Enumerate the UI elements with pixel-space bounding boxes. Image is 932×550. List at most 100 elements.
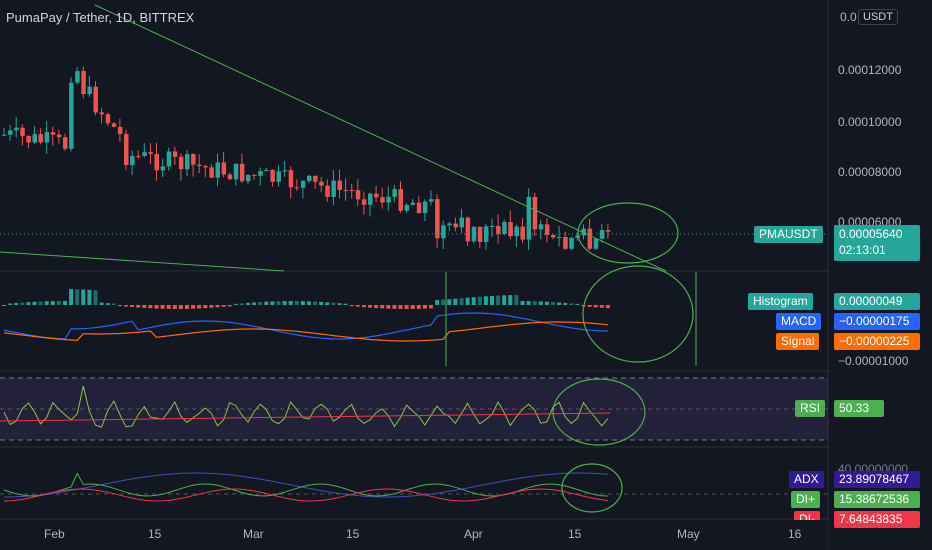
histogram-bar (465, 297, 470, 305)
candle-body (355, 190, 361, 200)
histogram-bar (221, 305, 226, 307)
histogram-bar (99, 302, 104, 305)
candle-body (178, 156, 184, 170)
candle-body (514, 226, 519, 237)
signal-line (3, 321, 608, 342)
histogram-bar (50, 301, 55, 305)
histogram-bar (368, 305, 372, 308)
time-axis[interactable] (0, 520, 828, 550)
histogram-bar (32, 301, 37, 305)
histogram-bar (374, 305, 379, 309)
time-label: Apr (464, 527, 483, 541)
histogram-bar (14, 303, 19, 305)
histogram-bar (294, 301, 299, 305)
histogram-bar (557, 302, 562, 305)
currency-button[interactable]: USDT (858, 9, 898, 25)
histogram-bar (453, 298, 458, 305)
candles-group (2, 66, 611, 250)
ellipse-drawing-macd (582, 265, 694, 363)
histogram-bar (392, 305, 397, 309)
time-label: 16 (788, 527, 802, 541)
histogram-bar (551, 302, 555, 305)
histogram-bar (477, 296, 482, 305)
candle-body (56, 134, 62, 138)
histogram-bar (599, 305, 604, 308)
last-price-value: 0.00005640 (839, 227, 903, 241)
rsi-line (3, 385, 609, 428)
candle-body (532, 196, 538, 230)
candle-body (374, 193, 379, 198)
candle-body (483, 226, 489, 243)
candle-body (14, 127, 19, 131)
countdown-timer: 02:13:01 (839, 243, 886, 257)
candle-body (392, 189, 397, 197)
adx-label: ADX (789, 471, 824, 488)
histogram-bar (142, 305, 147, 308)
histogram-bar (538, 301, 543, 305)
di-minus-value: 7.64843835 (834, 511, 920, 528)
signal-value: −0.00000225 (834, 333, 920, 350)
time-label: 15 (346, 527, 360, 541)
rsi-value: 50.33 (834, 400, 884, 417)
histogram-bar (81, 289, 86, 305)
candle-body (221, 162, 227, 175)
candle-body (2, 134, 7, 136)
candle-body (209, 167, 214, 178)
candle-body (233, 163, 239, 180)
histogram-bar (300, 301, 305, 305)
candle-body (264, 170, 269, 172)
candle-body (410, 202, 416, 205)
histogram-bar (593, 305, 598, 308)
histogram-bar (87, 289, 92, 305)
histogram-bar (282, 301, 287, 305)
price-tick: 0.00008000 (838, 165, 902, 179)
histogram-bar (270, 301, 275, 305)
rsi-band (0, 378, 828, 440)
histogram-bar (361, 305, 366, 308)
candle-body (544, 224, 550, 236)
adx-value: 23.89078467 (834, 471, 920, 488)
histogram-bar (209, 305, 214, 308)
histogram-bar (337, 303, 342, 305)
candle-body (563, 237, 568, 249)
time-label: May (677, 527, 700, 541)
candle-body (8, 130, 13, 135)
histogram-bar (136, 305, 141, 308)
histogram-bar (166, 305, 171, 309)
candle-body (496, 225, 501, 234)
candle-body (99, 112, 105, 115)
histogram-bar (349, 305, 354, 307)
histogram-bar (258, 302, 263, 305)
candle-body (459, 217, 464, 228)
histogram-bar (429, 305, 433, 309)
candle-body (160, 166, 166, 171)
histogram-bar (490, 295, 494, 305)
candle-body (435, 199, 440, 239)
candle-body (300, 180, 306, 188)
time-label: Mar (243, 527, 264, 541)
histogram-bar (398, 305, 403, 309)
histogram-bar (276, 301, 281, 305)
candle-body (185, 154, 190, 170)
candle-body (307, 175, 312, 181)
macd-histogram-group (2, 289, 610, 309)
histogram-bar (26, 302, 31, 305)
candle-body (502, 222, 507, 234)
histogram-bar (435, 300, 440, 305)
candle-body (331, 180, 336, 197)
candle-body (477, 226, 483, 243)
adx-line (3, 472, 608, 498)
candle-body (44, 132, 50, 143)
histogram-bar (191, 305, 196, 309)
histogram-bar (471, 297, 476, 305)
histogram-bar (154, 305, 159, 309)
candle-body (93, 86, 98, 113)
candle-body (154, 153, 159, 171)
histogram-bar (410, 305, 415, 309)
candle-body (215, 162, 220, 178)
histogram-bar (319, 301, 324, 305)
candle-body (87, 86, 92, 95)
candle-body (404, 204, 410, 211)
